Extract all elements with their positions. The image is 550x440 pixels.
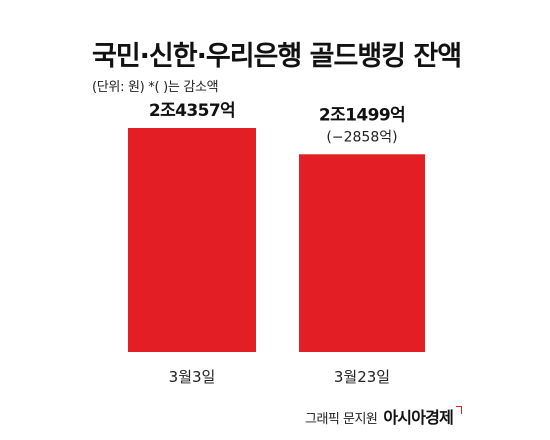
credit: 그래픽 문지원 아시아경제 [305,404,462,428]
labels-group: 2조4357억 3월3일 2조1499억 (−2858억) 3월23일 [149,101,406,386]
bar-value-label-1: 2조4357억 [149,101,235,121]
bar-1 [128,128,256,352]
x-tick-label-1: 3월3일 [169,368,216,386]
chart-title: 국민·신한·우리은행 골드뱅킹 잔액 [92,41,462,72]
x-tick-label-2: 3월23일 [334,368,390,386]
chart-subtitle: (단위: 원) *( )는 감소액 [92,80,219,95]
credit-brand: 아시아경제 [383,408,453,427]
brand-mark-icon [456,406,462,414]
bar-2 [299,154,425,352]
bar-value-label-2: 2조1499억 [319,105,405,125]
bar-change-label-2: (−2858억) [326,129,397,145]
bars-group [128,128,425,352]
credit-text: 그래픽 문지원 [304,412,378,427]
